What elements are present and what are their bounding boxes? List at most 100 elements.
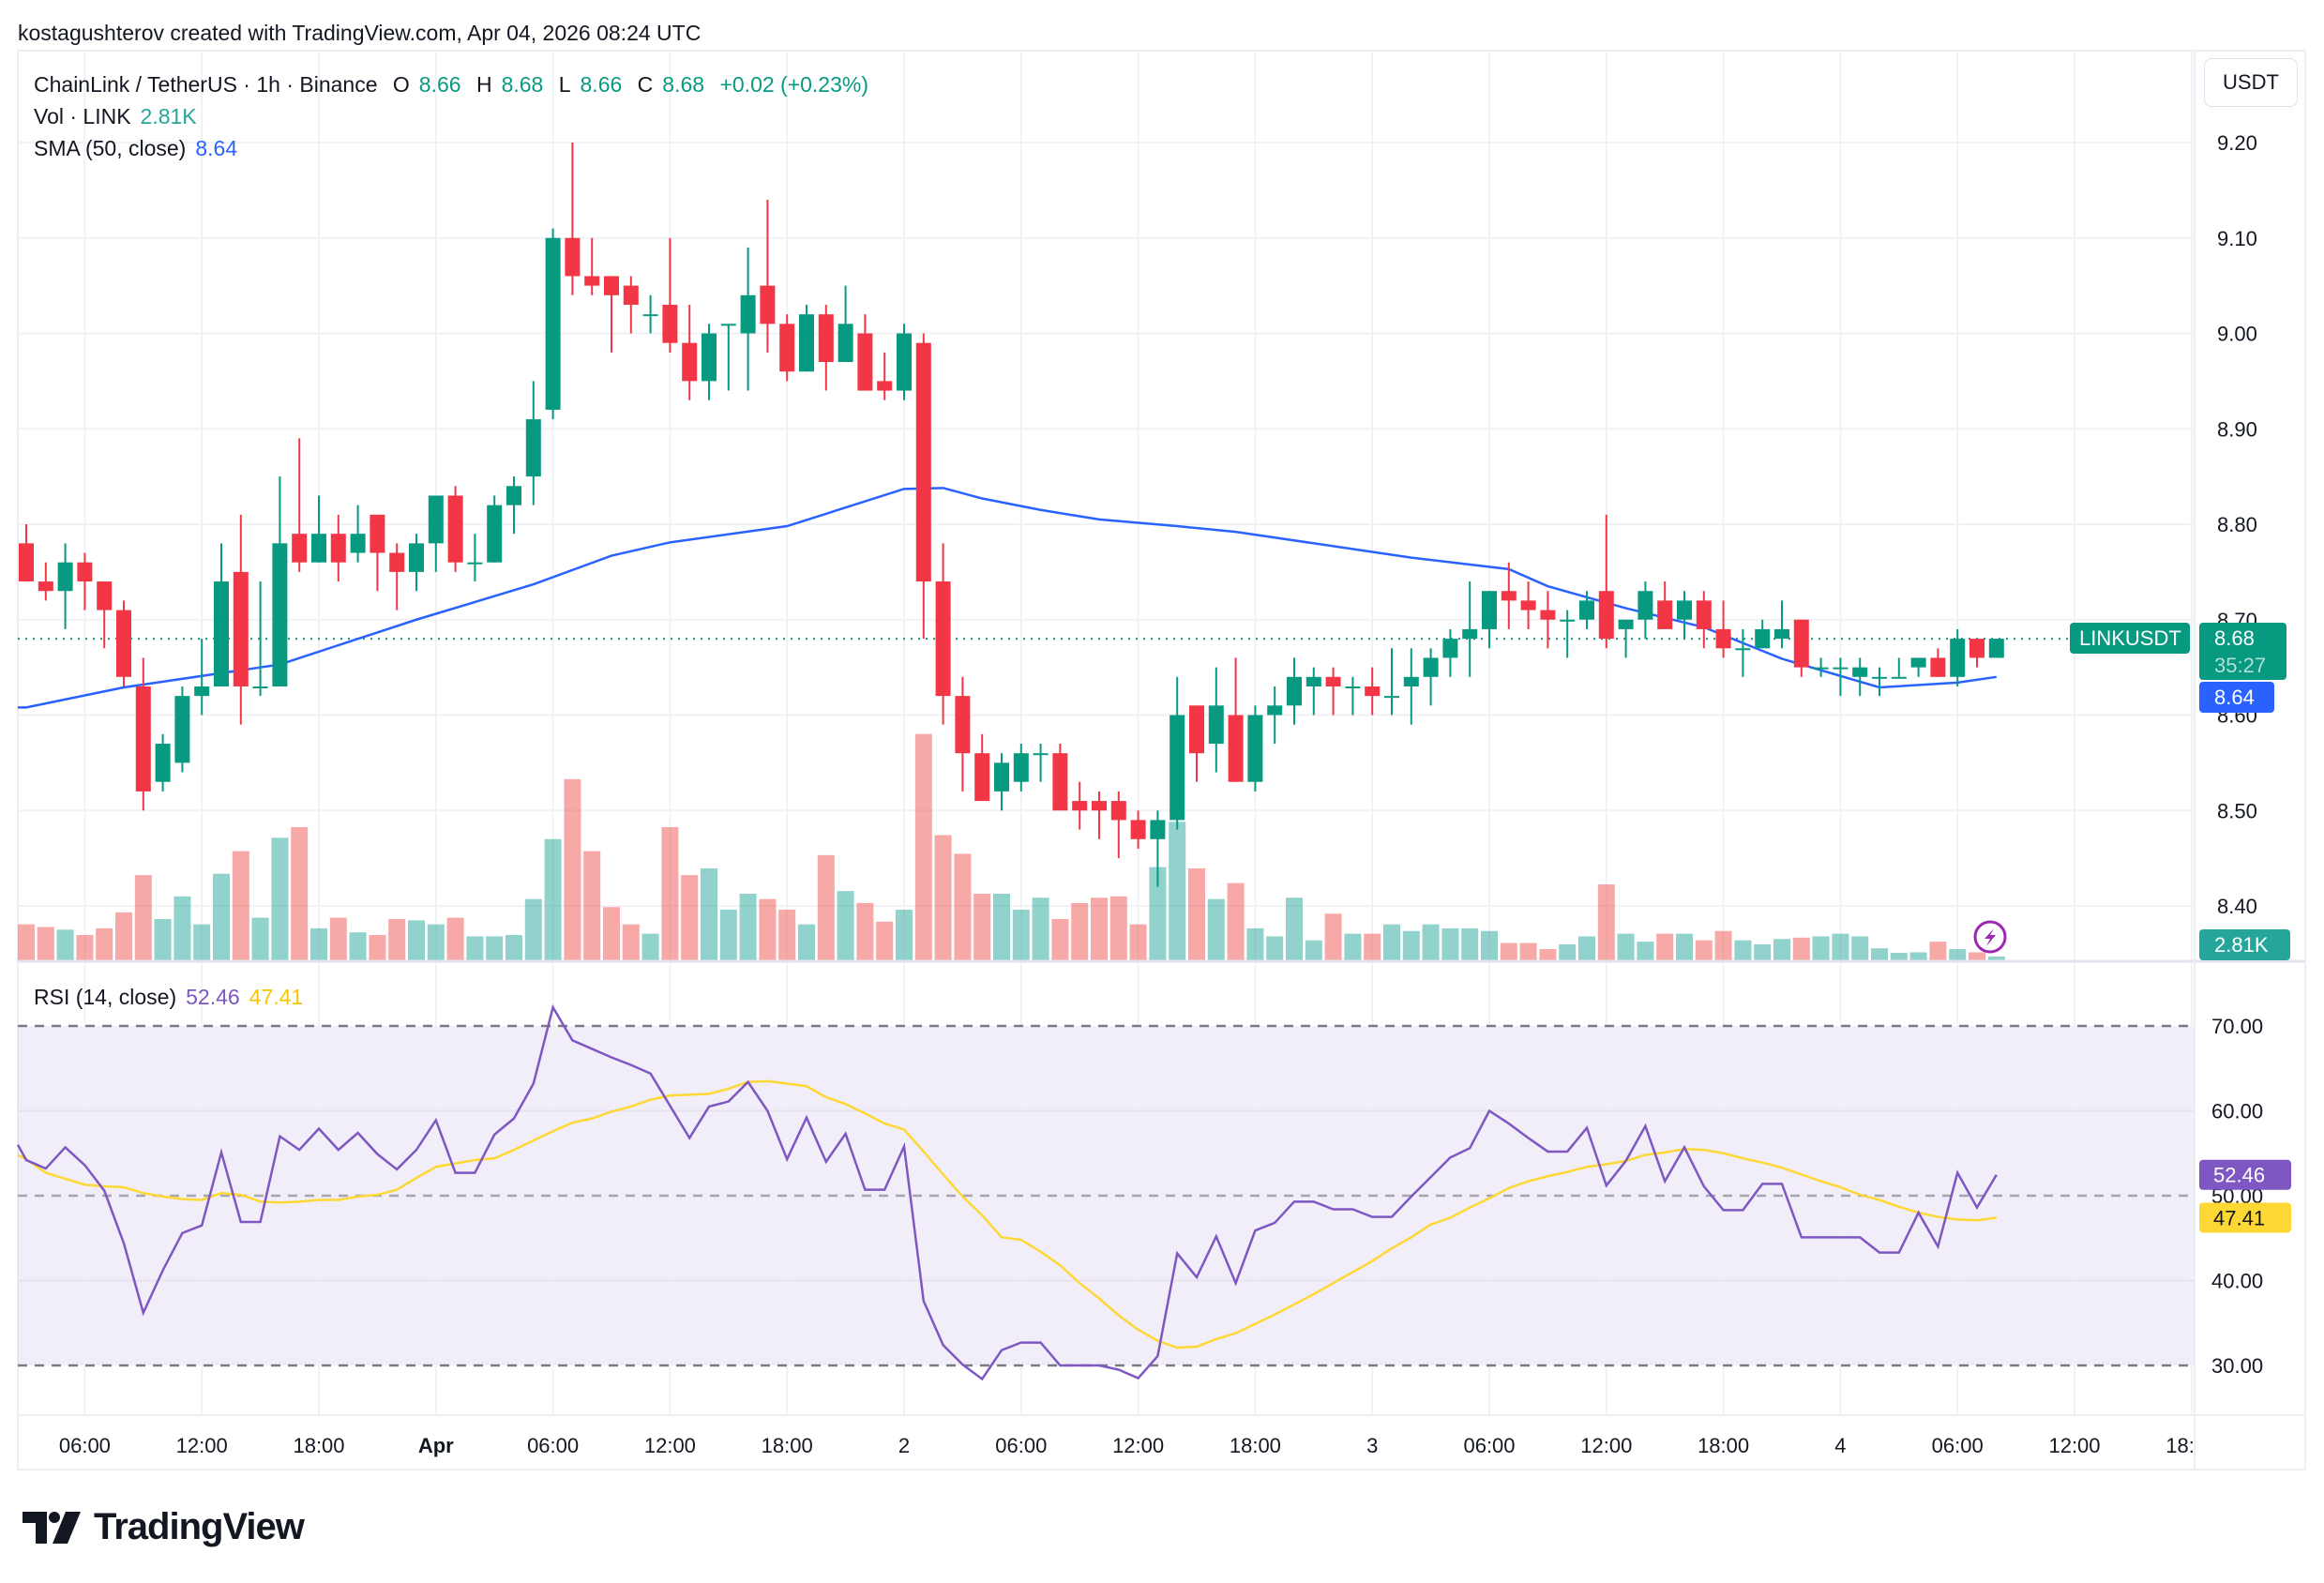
volume-bar	[1461, 927, 1479, 960]
grid-lines	[18, 51, 2195, 1415]
volume-bar	[1091, 897, 1108, 960]
volume-bar	[329, 917, 347, 960]
candle-body	[760, 285, 776, 324]
open-label: O	[392, 72, 410, 97]
candle-body	[1910, 657, 1926, 668]
volume-bar	[1305, 940, 1322, 960]
candle-body	[350, 534, 366, 553]
volume-bar	[1987, 957, 2005, 960]
volume-bar	[1929, 942, 1947, 960]
candle-body	[1208, 705, 1224, 745]
candle-body	[1482, 591, 1497, 629]
rsi-tick-label: 30.00	[2211, 1354, 2263, 1378]
time-tick-label: 12:00	[176, 1434, 228, 1457]
volume-bar	[1851, 936, 1869, 960]
volume-bar	[1519, 942, 1537, 960]
candle-body	[1072, 801, 1088, 811]
candle-body	[1110, 801, 1126, 821]
candle-body	[194, 686, 210, 697]
volume-bar	[954, 853, 972, 960]
price-tick-label: 9.20	[2217, 131, 2257, 155]
lightning-icon[interactable]	[1973, 920, 2007, 954]
volume-bar	[1071, 902, 1089, 960]
volume-bar	[798, 924, 815, 960]
candle-body	[525, 419, 541, 477]
volume-bar	[76, 935, 94, 960]
volume-bar	[1832, 933, 1849, 960]
candle-body	[955, 696, 971, 754]
candle-body	[1130, 820, 1146, 839]
rsi-tick-label: 70.00	[2211, 1015, 2263, 1038]
rsi-ma-line	[17, 1079, 1997, 1349]
candle-body	[682, 342, 698, 382]
volume-bar	[232, 851, 249, 960]
volume-bar	[1500, 942, 1517, 960]
volume-bar	[1441, 927, 1459, 960]
volume-bars	[18, 733, 2005, 960]
candle-body	[1384, 696, 1399, 699]
volume-bar	[1481, 930, 1498, 960]
candle-body	[506, 486, 521, 505]
candle-body	[1696, 600, 1712, 629]
volume-bar	[271, 837, 289, 960]
candle-body	[545, 237, 561, 410]
candle-body	[1852, 667, 1868, 677]
high-value: 8.68	[501, 72, 544, 97]
time-tick-label: 3	[1366, 1434, 1378, 1457]
rsi-legend[interactable]: RSI (14, close) 52.46 47.41	[34, 985, 303, 1010]
volume-bar	[1324, 913, 1342, 960]
volume-bar	[896, 910, 913, 960]
low-label: L	[558, 72, 571, 97]
candle-body	[77, 562, 93, 582]
symbol-title[interactable]: ChainLink / TetherUS · 1h · Binance	[34, 72, 378, 97]
candle-body	[487, 505, 503, 563]
volume-bar	[427, 924, 445, 960]
bar-countdown: 35:27	[2214, 654, 2267, 677]
rsi-value-tag-bg	[2199, 1159, 2291, 1190]
volume-label: Vol · LINK	[34, 104, 131, 128]
sma-label: SMA (50, close)	[34, 136, 187, 160]
candle-body	[1774, 628, 1789, 640]
volume-bar	[349, 932, 367, 960]
symbol-legend[interactable]: ChainLink / TetherUS · 1h · Binance O 8.6…	[34, 72, 878, 98]
candle-body	[799, 314, 814, 372]
candle-body	[447, 495, 463, 563]
volume-bar	[1695, 940, 1713, 960]
candle-body	[1715, 628, 1731, 649]
volume-bar	[1656, 933, 1674, 960]
candle-body	[214, 581, 229, 686]
candle-body	[1305, 676, 1321, 686]
volume-bar	[856, 902, 874, 960]
sma-legend[interactable]: SMA (50, close) 8.64	[34, 136, 237, 161]
time-axis[interactable]: 06:00 12:00 18:00 Apr 06:00 12:00 18:00 2 06:00 1…	[59, 1434, 2217, 1457]
candle-body	[838, 324, 853, 363]
price-axis[interactable]: 9.209.109.008.908.808.708.608.508.40	[2217, 131, 2257, 918]
volume-bar	[1364, 933, 1381, 960]
volume-bar	[1773, 939, 1790, 960]
volume-legend[interactable]: Vol · LINK 2.81K	[34, 104, 197, 129]
volume-bar	[1578, 936, 1595, 960]
candle-body	[1579, 600, 1594, 620]
volume-bar	[1032, 897, 1049, 960]
rsi-ma-value: 47.41	[249, 985, 304, 1009]
volume-bar	[1617, 933, 1635, 960]
candle-body	[1598, 591, 1614, 640]
candle-body	[1092, 801, 1107, 811]
tradingview-logo[interactable]: TradingView	[23, 1506, 305, 1548]
candle-body	[1228, 715, 1244, 782]
candle-body	[642, 314, 658, 317]
candle-body	[1365, 686, 1381, 697]
candle-body	[740, 294, 756, 334]
volume-bar	[446, 917, 464, 960]
currency-button[interactable]: USDT	[2204, 58, 2298, 107]
candle-body	[623, 285, 639, 305]
volume-bar	[1129, 924, 1147, 960]
candle-body	[409, 543, 424, 572]
candle-body	[1891, 676, 1907, 679]
volume-bar	[701, 868, 717, 960]
candle-body	[877, 381, 893, 391]
volume-bar	[1676, 933, 1693, 960]
candle-body	[604, 276, 619, 295]
